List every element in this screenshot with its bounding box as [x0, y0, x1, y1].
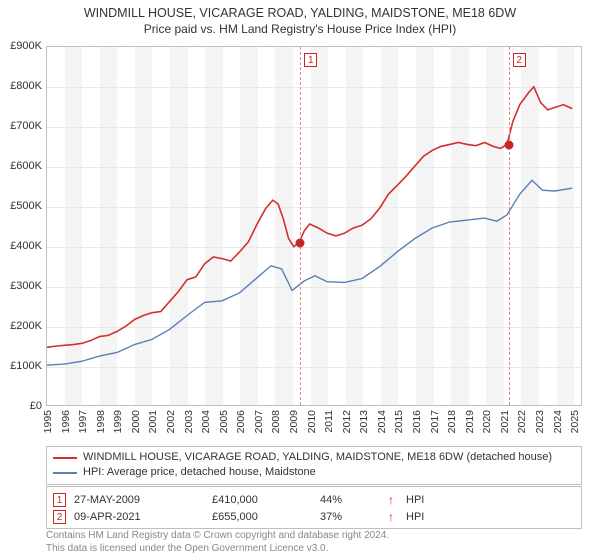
x-tick-label: 2003 — [183, 410, 195, 433]
chart-lines-svg — [47, 47, 581, 405]
x-tick-label: 2020 — [481, 410, 493, 433]
sales-table: 1 27-MAY-2009 £410,000 44% ↑ HPI 2 09-AP… — [46, 486, 582, 529]
y-tick-label: £400K — [0, 240, 42, 252]
x-tick-label: 2017 — [429, 410, 441, 433]
sale-pct-1: 44% — [320, 494, 376, 506]
legend-row-subject: WINDMILL HOUSE, VICARAGE ROAD, YALDING, … — [53, 450, 575, 465]
legend-row-hpi: HPI: Average price, detached house, Maid… — [53, 465, 575, 480]
sale-marker-dot — [504, 141, 513, 150]
x-tick-label: 2012 — [341, 410, 353, 433]
price-chart: 12 — [46, 46, 582, 406]
sale-comp-2: HPI — [406, 511, 436, 523]
legend-text-hpi: HPI: Average price, detached house, Maid… — [83, 465, 316, 480]
y-tick-label: £300K — [0, 280, 42, 292]
x-tick-label: 2025 — [569, 410, 581, 433]
page-title: WINDMILL HOUSE, VICARAGE ROAD, YALDING, … — [0, 0, 600, 20]
legend: WINDMILL HOUSE, VICARAGE ROAD, YALDING, … — [46, 446, 582, 485]
x-tick-label: 2015 — [393, 410, 405, 433]
page-subtitle: Price paid vs. HM Land Registry's House … — [0, 20, 600, 36]
sale-date-2: 09-APR-2021 — [74, 511, 204, 523]
x-tick-label: 2013 — [358, 410, 370, 433]
arrow-up-icon: ↑ — [384, 510, 398, 524]
footer-line-2: This data is licensed under the Open Gov… — [46, 543, 582, 556]
sale-price-2: £655,000 — [212, 511, 312, 523]
x-tick-label: 2000 — [130, 410, 142, 433]
x-tick-label: 2010 — [306, 410, 318, 433]
legend-swatch-subject — [53, 457, 77, 459]
y-tick-label: £600K — [0, 160, 42, 172]
x-tick-label: 1996 — [60, 410, 72, 433]
series-subject — [47, 87, 572, 348]
y-tick-label: £900K — [0, 40, 42, 52]
x-tick-label: 2004 — [200, 410, 212, 433]
arrow-up-icon: ↑ — [384, 493, 398, 507]
x-tick-label: 2002 — [165, 410, 177, 433]
x-tick-label: 2001 — [147, 410, 159, 433]
y-tick-label: £500K — [0, 200, 42, 212]
sale-date-1: 27-MAY-2009 — [74, 494, 204, 506]
sale-price-1: £410,000 — [212, 494, 312, 506]
sale-marker-dot — [296, 239, 305, 248]
y-tick-label: £200K — [0, 320, 42, 332]
x-tick-label: 2018 — [446, 410, 458, 433]
x-tick-label: 2021 — [499, 410, 511, 433]
sales-row-2: 2 09-APR-2021 £655,000 37% ↑ HPI — [53, 508, 575, 525]
x-tick-label: 2007 — [253, 410, 265, 433]
sale-marker-line — [300, 47, 301, 405]
x-tick-label: 2016 — [411, 410, 423, 433]
sales-row-1: 1 27-MAY-2009 £410,000 44% ↑ HPI — [53, 491, 575, 508]
attribution-footer: Contains HM Land Registry data © Crown c… — [46, 530, 582, 555]
footer-line-1: Contains HM Land Registry data © Crown c… — [46, 530, 582, 543]
x-tick-label: 1995 — [42, 410, 54, 433]
x-tick-label: 2011 — [323, 410, 335, 433]
y-tick-label: £700K — [0, 120, 42, 132]
x-tick-label: 2019 — [464, 410, 476, 433]
legend-swatch-hpi — [53, 472, 77, 474]
sale-comp-1: HPI — [406, 494, 436, 506]
x-tick-label: 1998 — [95, 410, 107, 433]
x-tick-label: 2006 — [235, 410, 247, 433]
x-tick-label: 1999 — [112, 410, 124, 433]
sale-badge-2: 2 — [53, 510, 66, 524]
legend-text-subject: WINDMILL HOUSE, VICARAGE ROAD, YALDING, … — [83, 450, 552, 465]
sale-badge-1: 1 — [53, 493, 66, 507]
sale-marker-badge: 2 — [513, 53, 526, 67]
x-tick-label: 1997 — [77, 410, 89, 433]
y-tick-label: £0 — [0, 400, 42, 412]
x-tick-label: 2014 — [376, 410, 388, 433]
sale-marker-badge: 1 — [304, 53, 317, 67]
sale-marker-line — [509, 47, 510, 405]
x-tick-label: 2005 — [218, 410, 230, 433]
series-hpi — [47, 180, 572, 365]
x-tick-label: 2008 — [270, 410, 282, 433]
x-tick-label: 2009 — [288, 410, 300, 433]
y-tick-label: £800K — [0, 80, 42, 92]
x-tick-label: 2022 — [516, 410, 528, 433]
x-tick-label: 2023 — [534, 410, 546, 433]
sale-pct-2: 37% — [320, 511, 376, 523]
y-tick-label: £100K — [0, 360, 42, 372]
x-tick-label: 2024 — [552, 410, 564, 433]
